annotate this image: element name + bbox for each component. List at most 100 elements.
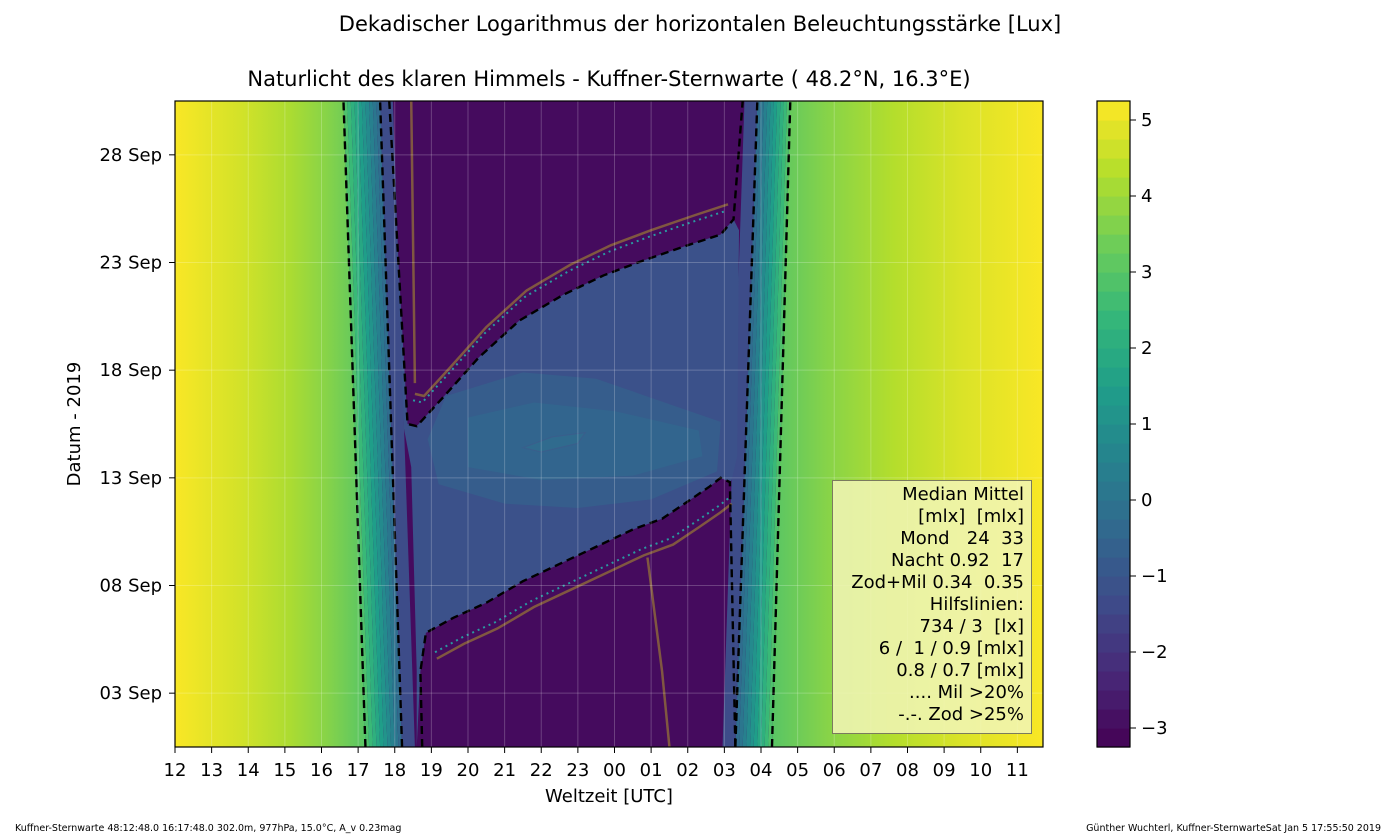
day-region-evening [175,101,366,747]
x-tick-label: 21 [493,760,516,781]
colorbar-level [1097,633,1130,653]
colorbar-level [1097,576,1130,596]
colorbar-tick-label: 4 [1141,186,1152,207]
colorbar-level [1097,386,1130,406]
colorbar-level [1097,595,1130,615]
x-tick-label: 09 [933,760,956,781]
x-tick-label: 03 [713,760,736,781]
colorbar-level [1097,291,1130,311]
x-tick-label: 01 [640,760,663,781]
colorbar-level [1097,177,1130,197]
twilight-band-morning [753,101,778,747]
colorbar-level [1097,462,1130,482]
twilight-band-evening [361,101,388,747]
legend-line: 6 / 1 / 0.9 [mlx] [878,638,1024,659]
footer-left: Kuffner-Sternwarte 48:12:48.0 16:17:48.0… [15,823,402,834]
colorbar-tick-label: −3 [1141,718,1168,739]
dashed-line-moon-lower [419,476,737,747]
colorbar-level [1097,481,1130,501]
colorbar-level [1097,367,1130,387]
x-tick-label: 12 [164,760,187,781]
y-tick-label: 23 Sep [99,253,162,274]
legend-line: Nacht 0.92 17 [890,550,1024,571]
colorbar-level [1097,424,1130,444]
twilight-band-morning [757,101,781,747]
twilight-band-evening [365,101,392,747]
colorbar-level [1097,234,1130,254]
twilight-band-morning [739,101,764,747]
colorbar-level [1097,101,1130,121]
colorbar-level [1097,709,1130,729]
x-tick-label: 20 [457,760,480,781]
colorbar-tick-label: 2 [1141,338,1152,359]
colorbar-level [1097,671,1130,691]
y-axis-label: Datum - 2019 [64,362,85,487]
y-tick-label: 13 Sep [99,468,162,489]
x-tick-label: 04 [750,760,773,781]
colorbar-level [1097,348,1130,368]
contour-brown-upper [414,203,729,398]
colorbar-tick-label: −2 [1141,642,1168,663]
legend-box: Median Mittel [mlx] [mlx] Mond 24 33 Nac… [832,480,1032,734]
twilight-band-morning [750,101,774,747]
legend-line: Zod+Mil 0.34 0.35 [851,572,1024,593]
twilight-band-morning [764,101,787,747]
x-tick-label: 08 [896,760,919,781]
colorbar-level [1097,329,1130,349]
legend-line: 734 / 3 [lx] [919,616,1024,637]
colorbar-level [1097,652,1130,672]
moonlit-core-inner [467,402,703,480]
legend-line: Hilfslinien: [929,594,1024,615]
twilight-band-evening [369,101,395,747]
colorbar-level [1097,158,1130,178]
x-tick-label: 17 [347,760,370,781]
twilight-fade-evening [380,101,415,747]
colorbar-tick-label: 1 [1141,414,1152,435]
x-tick-label: 19 [420,760,443,781]
colorbar-level [1097,519,1130,539]
x-tick-label: 07 [859,760,882,781]
x-tick-label: 10 [969,760,992,781]
y-tick-label: 28 Sep [99,145,162,166]
colorbar-level [1097,120,1130,140]
x-tick-label: 16 [310,760,333,781]
dashed-line-sunset-inner [378,101,404,747]
legend-line: Median Mittel [902,484,1024,505]
x-tick-label: 11 [1006,760,1029,781]
colorbar-level [1097,196,1130,216]
legend-line: 0.8 / 0.7 [mlx] [896,660,1024,681]
twilight-band-morning [760,101,784,747]
footer-right: Günther Wuchterl, Kuffner-SternwarteSat … [1086,823,1381,834]
contour-brown-vertical-right [646,557,671,747]
legend-line: -.-. Zod >25% [898,704,1024,725]
plot-frame [174,100,1044,748]
contour-small [521,431,587,453]
x-tick-label: 05 [786,760,809,781]
colorbar-tick-label: 3 [1141,262,1152,283]
x-tick-label: 00 [603,760,626,781]
dashed-line-sunset-outer [342,101,367,747]
x-tick-label: 14 [237,760,260,781]
chart-title: Naturlicht des klaren Himmels - Kuffner-… [247,67,971,91]
dashed-line-sunrise-inner [734,101,759,747]
colorbar-level [1097,310,1130,330]
twilight-band-evening [372,101,399,747]
twilight-band-evening [350,101,377,747]
colorbar-level [1097,139,1130,159]
x-tick-label: 23 [566,760,589,781]
colorbar-level [1097,614,1130,634]
x-tick-label: 13 [200,760,223,781]
y-tick-label: 18 Sep [99,360,162,381]
colorbar-level [1097,690,1130,710]
contour-brown-vertical-left [409,101,417,384]
y-tick-label: 08 Sep [99,576,162,597]
legend-line: [mlx] [mlx] [918,506,1024,527]
dashed-line-sunrise-outer [770,101,792,747]
colorbar-level [1097,728,1130,748]
colorbar-level [1097,405,1130,425]
y-tick-label: 03 Sep [99,683,162,704]
twilight-band-morning [742,101,768,747]
x-tick-label: 18 [383,760,406,781]
colorbar-level [1097,272,1130,292]
